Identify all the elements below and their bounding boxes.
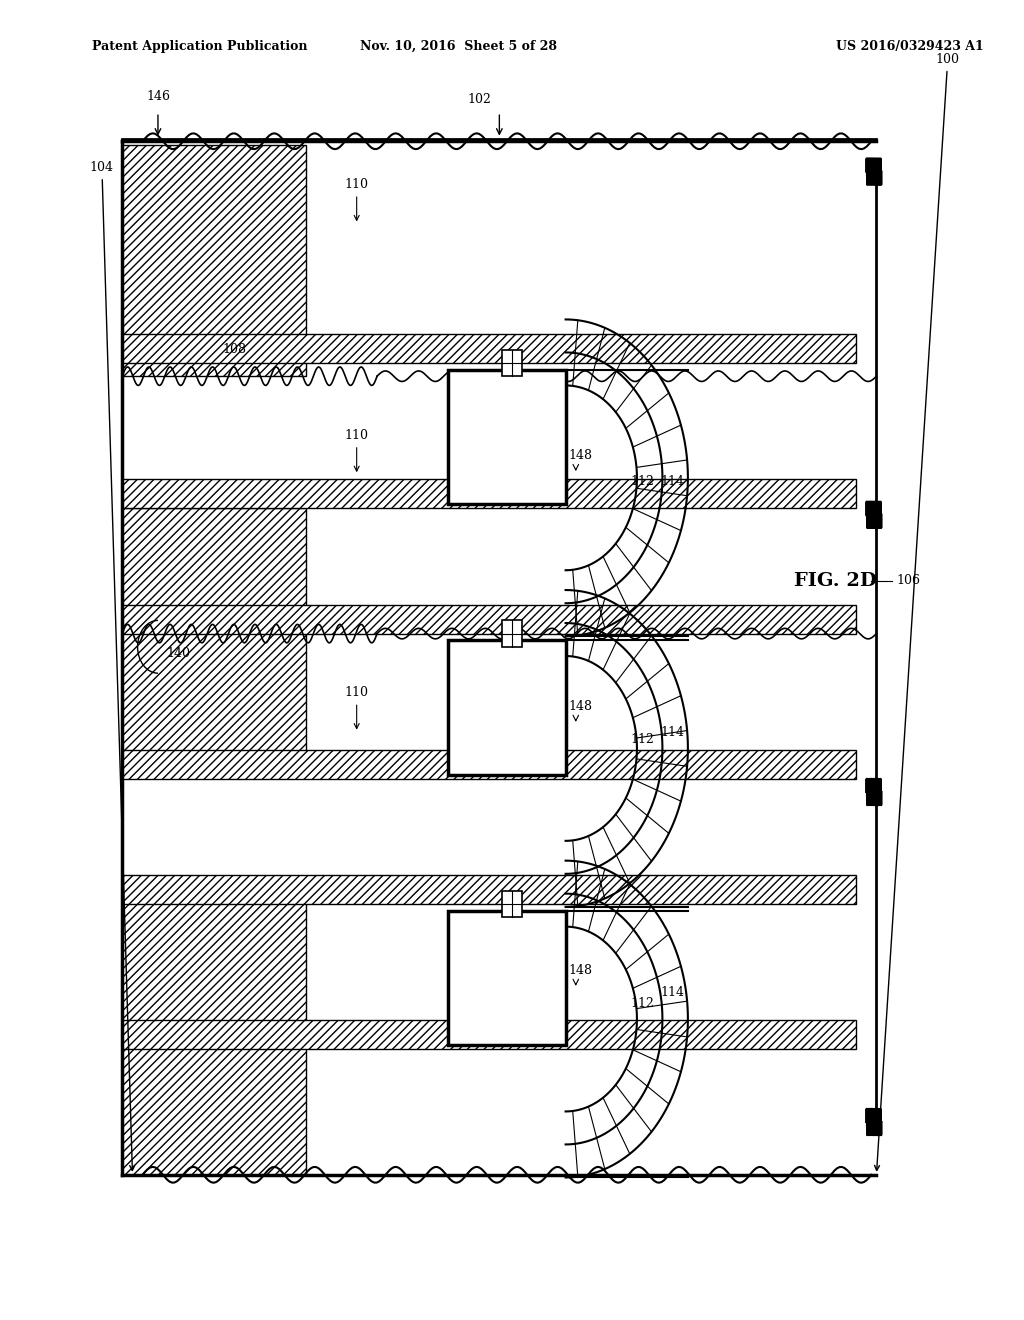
Text: 106: 106 [897, 574, 921, 587]
Bar [502, 620, 522, 647]
Text: 150: 150 [493, 997, 516, 1010]
Bar [502, 350, 522, 376]
Text: 148: 148 [569, 964, 593, 977]
Text: 110: 110 [345, 686, 369, 729]
Text: 114: 114 [660, 986, 685, 999]
Text: 148: 148 [569, 700, 593, 713]
Text: 122: 122 [495, 990, 518, 1003]
Bar [122, 750, 856, 779]
Bar [449, 370, 565, 504]
Bar [122, 875, 856, 904]
Text: 150: 150 [493, 733, 516, 746]
Text: 102: 102 [467, 92, 490, 106]
Text: 112: 112 [630, 475, 654, 488]
Text: US 2016/0329423 A1: US 2016/0329423 A1 [836, 40, 983, 53]
Bar [122, 605, 856, 634]
Bar [122, 508, 306, 759]
Text: 110: 110 [345, 429, 369, 471]
Text: 146: 146 [146, 90, 170, 103]
Bar [122, 1020, 856, 1049]
Text: 148: 148 [569, 449, 593, 462]
Bar [449, 911, 565, 1045]
Text: 140: 140 [166, 647, 190, 660]
Bar [122, 479, 856, 508]
Text: 114: 114 [660, 726, 685, 739]
Text: FIG. 2D: FIG. 2D [795, 572, 878, 590]
Bar [502, 891, 522, 917]
Bar [449, 640, 565, 775]
Text: 122: 122 [495, 469, 518, 482]
Text: 110: 110 [345, 178, 369, 220]
Text: 150: 150 [493, 475, 516, 488]
Bar [122, 334, 856, 363]
Text: 104: 104 [90, 161, 135, 1171]
Bar [122, 145, 306, 376]
Bar [122, 898, 306, 1175]
Text: 122: 122 [495, 726, 518, 739]
Text: 112: 112 [630, 997, 654, 1010]
Text: Patent Application Publication: Patent Application Publication [92, 40, 307, 53]
Text: 100: 100 [874, 53, 959, 1171]
Text: Nov. 10, 2016  Sheet 5 of 28: Nov. 10, 2016 Sheet 5 of 28 [360, 40, 557, 53]
Text: 108: 108 [222, 343, 247, 356]
Text: 114: 114 [660, 475, 685, 488]
Text: 112: 112 [630, 733, 654, 746]
